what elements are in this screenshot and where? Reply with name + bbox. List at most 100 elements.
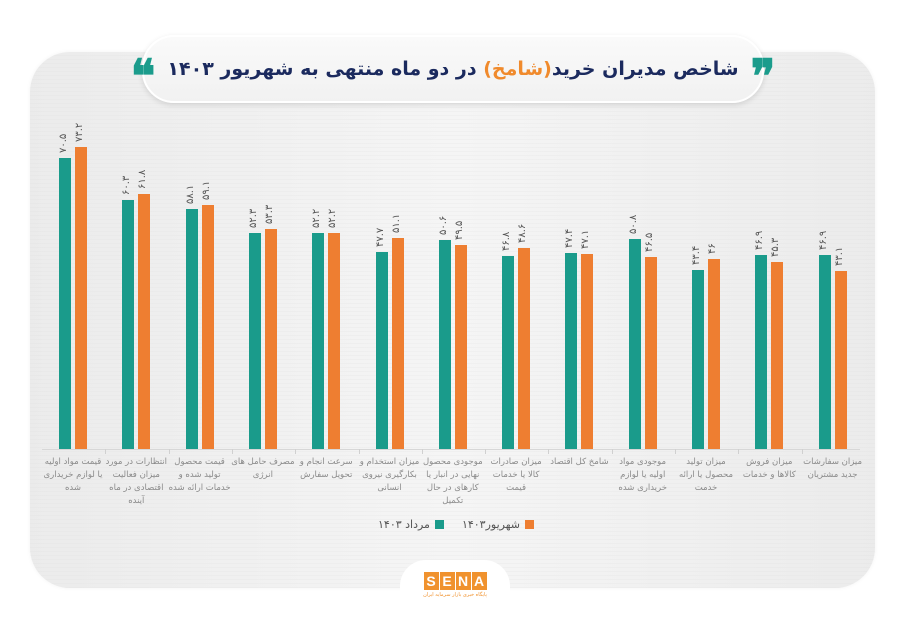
- bar-teal: [502, 255, 515, 449]
- bar-teal: [312, 233, 325, 449]
- chart-legend: شهریور۱۴۰۳ مرداد ۱۴۰۳: [378, 518, 535, 531]
- bar-orange: [75, 146, 87, 449]
- x-axis-tick: [231, 449, 233, 454]
- category-label: مصرف حامل های انرژی: [231, 457, 295, 480]
- x-axis-tick: [738, 449, 740, 454]
- bar-orange: [328, 233, 341, 449]
- value-label: ۵۹.۱: [200, 180, 212, 200]
- value-label: ۴۶: [707, 243, 718, 255]
- x-axis-baseline: [42, 449, 860, 450]
- bar-teal: [185, 209, 198, 449]
- bar-teal: [248, 233, 261, 449]
- x-axis-tick: [485, 449, 487, 454]
- value-label: ۴۳.۴: [691, 245, 702, 265]
- value-label: ۷۰.۵: [58, 133, 69, 153]
- value-label: ۵۰.۶: [437, 215, 449, 236]
- category-label: قیمت محصول تولید شده و خدمات ارائه شده: [168, 457, 231, 493]
- value-label: ۴۳.۱: [833, 246, 845, 266]
- category-label: میزان فروش کالاها و خدمات: [742, 457, 796, 480]
- x-axis-tick: [801, 449, 803, 454]
- legend-label-mordad: مرداد ۱۴۰۳: [378, 518, 430, 531]
- value-label: ۵۳.۳: [263, 204, 275, 224]
- x-axis-tick: [421, 449, 423, 454]
- orange-swatch-icon: [525, 520, 535, 529]
- category-label: میزان صادرات کالا یا خدمات قیمت: [490, 457, 542, 493]
- bar-orange: [644, 256, 657, 449]
- x-axis-tick: [105, 449, 107, 454]
- bar-teal: [755, 255, 768, 449]
- x-axis-tick: [611, 449, 613, 454]
- title-suffix: در دو ماه منتهی به شهریور ۱۴۰۳: [167, 58, 484, 80]
- logo-letter: E: [439, 572, 455, 590]
- value-label: ۵۲.۲: [311, 209, 323, 229]
- x-axis-tick: [675, 449, 676, 454]
- chart-title: شاخص مدیران خرید(شامخ) در دو ماه منتهی ب…: [167, 58, 738, 80]
- category-label: میزان تولید محصول یا ارائه خدمت: [678, 457, 734, 493]
- value-label: ۴۷.۷: [374, 227, 386, 247]
- value-label: ۴۷.۱: [580, 230, 592, 250]
- value-label: ۴۵.۳: [770, 237, 782, 257]
- bar-orange: [201, 204, 214, 449]
- legend-item-mordad: مرداد ۱۴۰۳: [378, 518, 444, 531]
- bar-orange: [138, 193, 151, 449]
- logo-letter: A: [471, 572, 487, 590]
- value-label: ۴۶.۹: [817, 231, 829, 251]
- bar-orange: [771, 261, 784, 449]
- close-quote-icon: ❝: [130, 49, 156, 103]
- bar-orange: [834, 270, 847, 449]
- category-label: موجودی محصول نهایی در انبار یا کارهای در…: [422, 457, 483, 506]
- logo-letter: N: [455, 572, 471, 590]
- value-label: ۴۸.۶: [517, 223, 529, 244]
- category-label: میزان سفارشات جدید مشتریان: [803, 457, 863, 480]
- bar-teal: [375, 251, 388, 449]
- bar-orange: [708, 259, 720, 449]
- category-label: انتظارات در مورد میزان فعالیت اقتصادی در…: [105, 457, 168, 506]
- bar-teal: [122, 199, 135, 449]
- x-axis-tick: [295, 449, 297, 454]
- teal-swatch-icon: [434, 520, 444, 529]
- value-label: ۶۱.۸: [137, 169, 149, 189]
- logo-tab: S E N A پایگاه خبری بازار سرمایه ایران: [400, 560, 510, 614]
- bar-teal: [438, 240, 451, 449]
- logo-subtitle: پایگاه خبری بازار سرمایه ایران: [423, 592, 487, 598]
- x-axis-tick: [548, 449, 550, 454]
- category-label: قیمت مواد اولیه یا لوازم خریداری شده: [43, 457, 103, 493]
- x-axis-tick: [168, 449, 170, 454]
- bar-teal: [818, 255, 831, 449]
- value-label: ۷۳.۲: [74, 122, 85, 142]
- category-label: شامخ کل اقتصاد: [550, 457, 609, 467]
- open-quote-icon: ❞: [750, 49, 776, 103]
- bar-orange: [391, 237, 404, 449]
- value-label: ۴۶.۹: [754, 231, 766, 251]
- legend-item-shahrivar: شهریور۱۴۰۳: [461, 518, 535, 531]
- value-label: ۵۰.۸: [627, 214, 639, 235]
- bar-teal: [59, 157, 71, 449]
- value-label: ۵۱.۱: [390, 213, 402, 233]
- bar-teal: [692, 269, 704, 449]
- title-banner: ❝ شاخص مدیران خرید(شامخ) در دو ماه منتهی…: [131, 35, 775, 103]
- value-label: ۵۲.۳: [247, 208, 259, 228]
- bar-teal: [565, 253, 578, 449]
- bar-orange: [454, 244, 467, 449]
- chart-panel: [30, 52, 875, 588]
- logo-letter: S: [423, 572, 439, 590]
- bar-orange: [518, 248, 531, 449]
- title-main: شاخص مدیران خرید: [551, 58, 739, 80]
- title-highlight: (شامخ): [483, 58, 552, 80]
- value-label: ۴۷.۴: [564, 228, 576, 249]
- bar-teal: [628, 239, 641, 449]
- category-label: موجودی مواد اولیه یا لوازم خریداری شده: [618, 457, 667, 493]
- category-label: سرعت انجام و تحویل سفارش: [299, 457, 353, 480]
- value-label: ۴۹.۵: [453, 220, 465, 240]
- x-axis-tick: [358, 449, 360, 454]
- value-label: ۶۰.۳: [121, 175, 133, 195]
- legend-label-shahrivar: شهریور۱۴۰۳: [461, 518, 521, 531]
- sena-logo: S E N A: [423, 572, 487, 590]
- value-label: ۵۸.۱: [184, 184, 196, 205]
- value-label: ۴۶.۵: [643, 232, 655, 252]
- bar-orange: [581, 254, 594, 449]
- category-label: میزان استخدام و بکارگیری نیروی انسانی: [359, 457, 420, 493]
- value-label: ۴۶.۸: [501, 231, 513, 251]
- bar-orange: [264, 228, 277, 449]
